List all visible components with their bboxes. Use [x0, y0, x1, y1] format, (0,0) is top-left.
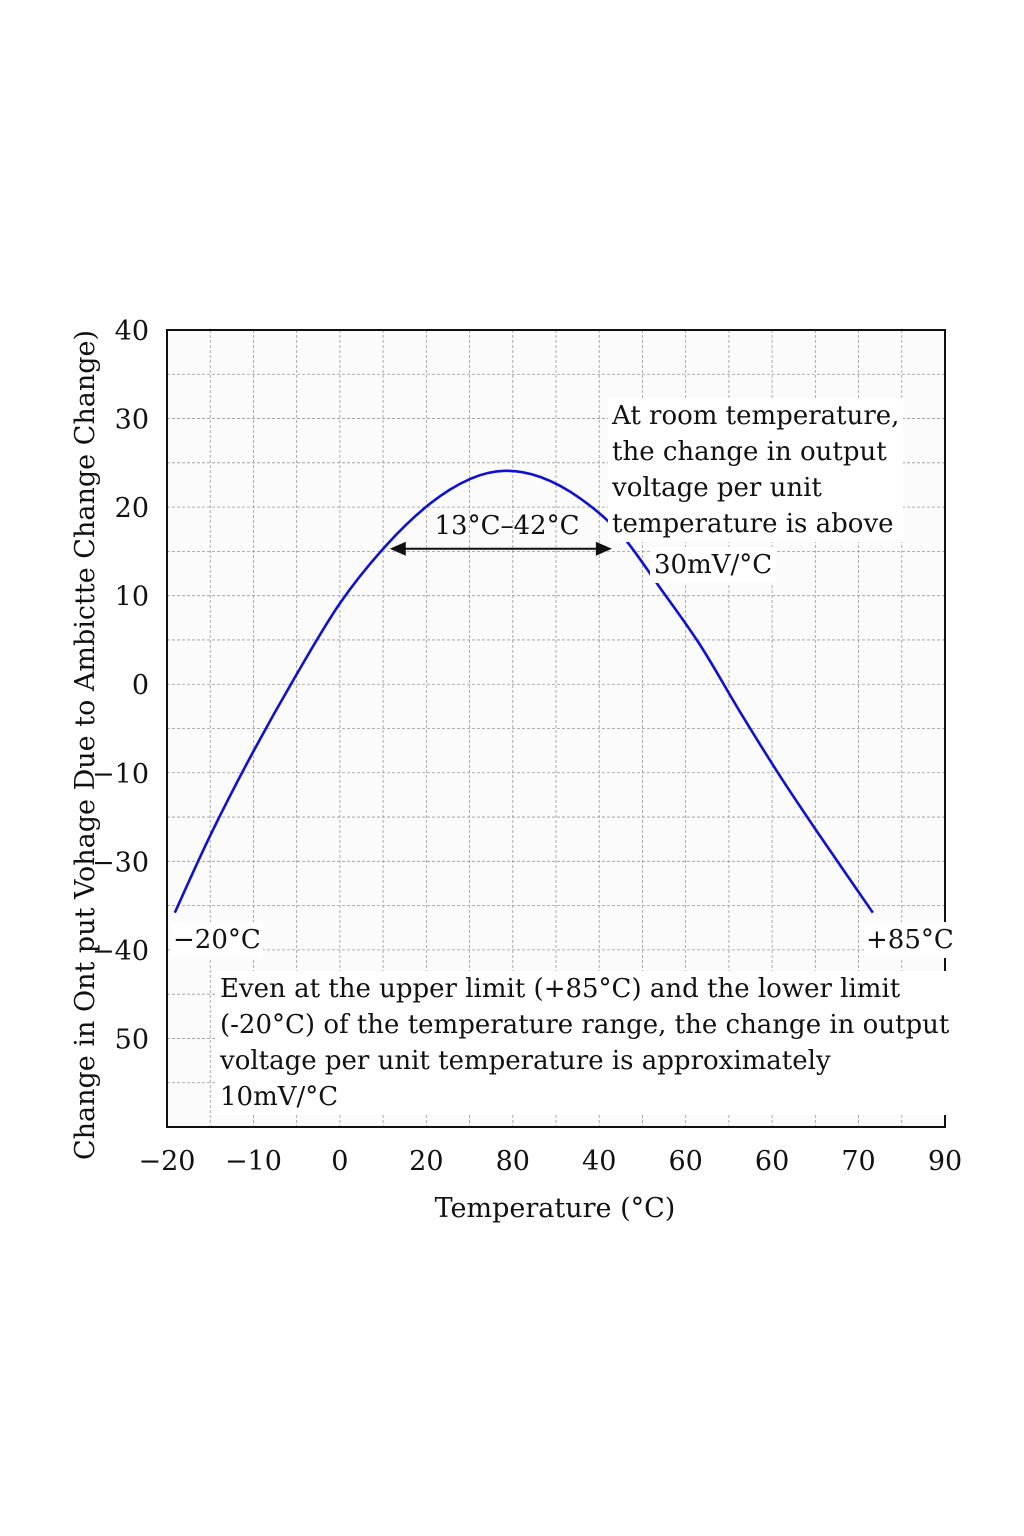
arrowhead-right — [595, 541, 612, 556]
room-temperature-note: At room temperature, the change in outpu… — [608, 398, 904, 542]
x-tick-label: 60 — [668, 1146, 702, 1177]
x-tick-label: 40 — [582, 1146, 616, 1177]
limits-note: Even at the upper limit (+85°C) and the … — [216, 971, 954, 1115]
y-tick-label: −10 — [92, 759, 149, 790]
x-tick-label: −20 — [139, 1146, 196, 1177]
arrowhead-left — [389, 541, 406, 556]
y-tick-label: 0 — [132, 670, 149, 701]
y-tick-label: 50 — [115, 1024, 149, 1055]
x-tick-label: 90 — [928, 1146, 962, 1177]
y-tick-label: −30 — [92, 847, 149, 878]
y-tick-labels: 40 30 20 10 0 −10 −30 −40 50 — [92, 316, 149, 1055]
series-line — [173, 469, 874, 914]
room-temperature-value: 30mV/°C — [650, 547, 777, 583]
y-tick-label: 40 — [115, 316, 149, 347]
x-tick-label: 80 — [496, 1146, 530, 1177]
y-tick-label: 30 — [115, 405, 149, 436]
right-end-label: +85°C — [864, 922, 956, 958]
x-tick-label: 0 — [331, 1146, 348, 1177]
x-axis-label: Temperature (°C) — [435, 1193, 676, 1224]
y-tick-label: −40 — [92, 936, 149, 967]
x-tick-label: −10 — [225, 1146, 282, 1177]
plot-frame — [166, 329, 946, 1128]
left-end-label: −20°C — [171, 922, 263, 958]
x-tick-label: 60 — [755, 1146, 789, 1177]
y-tick-label: 10 — [115, 582, 149, 613]
range-arrow-label: 13°C–42°C — [435, 511, 580, 541]
x-tick-labels: −20 −10 0 20 80 40 60 60 70 90 — [139, 1146, 963, 1177]
y-tick-label: 20 — [115, 493, 149, 524]
x-tick-label: 20 — [409, 1146, 443, 1177]
y-axis-label: Change in Ont put Vohage Due to Ambictte… — [70, 330, 101, 1160]
x-tick-label: 70 — [841, 1146, 875, 1177]
